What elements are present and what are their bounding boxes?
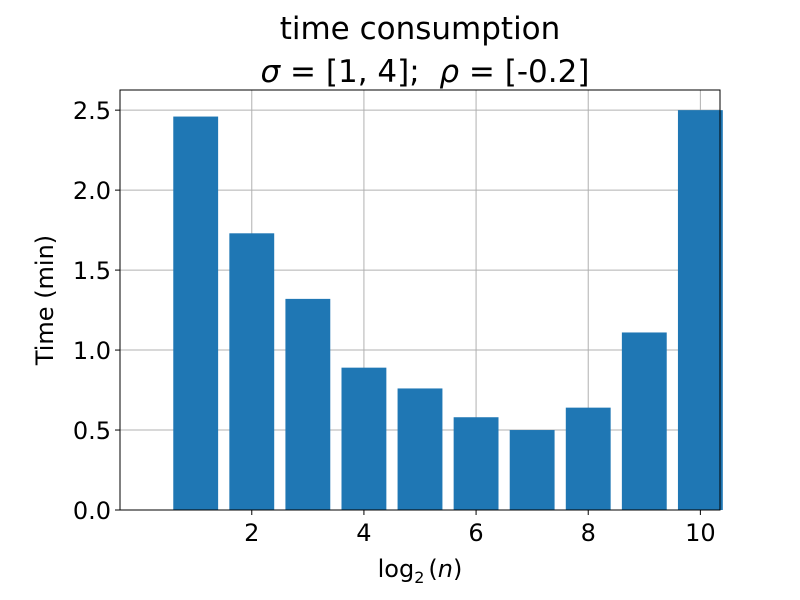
bar [565,407,611,510]
y-tick-label: 0.5 [73,417,111,445]
axis-ticks: 2 4 6 8 10 0.0 0.5 1.0 1.5 2.0 2.5 [73,97,716,547]
sigma-value: = [1, 4]; [280,54,439,90]
y-tick-label: 0.0 [73,497,111,525]
bar [229,233,275,510]
x-axis-label-log: log [378,555,415,583]
sigma-symbol: σ [261,54,282,90]
bar [677,110,723,511]
y-tick-label: 1.0 [73,337,111,365]
x-axis-label-arg: n [438,555,453,583]
x-tick-label: 2 [244,519,259,547]
x-axis-label-close: ) [453,555,462,583]
chart-subtitle: σ = [1, 4]; ρ = [-0.2] [261,54,590,90]
chart-title: time consumption [280,11,561,47]
x-tick-label: 4 [356,519,371,547]
rho-value: = [-0.2] [459,54,589,90]
x-tick-label: 10 [685,519,716,547]
x-tick-label: 8 [581,519,596,547]
y-tick-label: 1.5 [73,257,111,285]
y-tick-label: 2.0 [73,177,111,205]
bar [285,298,331,510]
y-tick-label: 2.5 [73,97,111,125]
bar [397,388,443,510]
bar [173,116,219,510]
bar-series [173,110,723,511]
bar [621,332,667,510]
x-axis-label-base: 2 [414,568,424,587]
rho-symbol: ρ [439,54,459,90]
bar [453,417,499,510]
y-axis-label: Time (min) [31,235,59,366]
x-axis-label: log2 (n) [378,555,463,587]
x-axis-label-open: ( [428,555,437,583]
bar [341,367,387,510]
x-tick-label: 6 [468,519,483,547]
plot-frame [119,89,721,511]
bar [509,430,555,510]
